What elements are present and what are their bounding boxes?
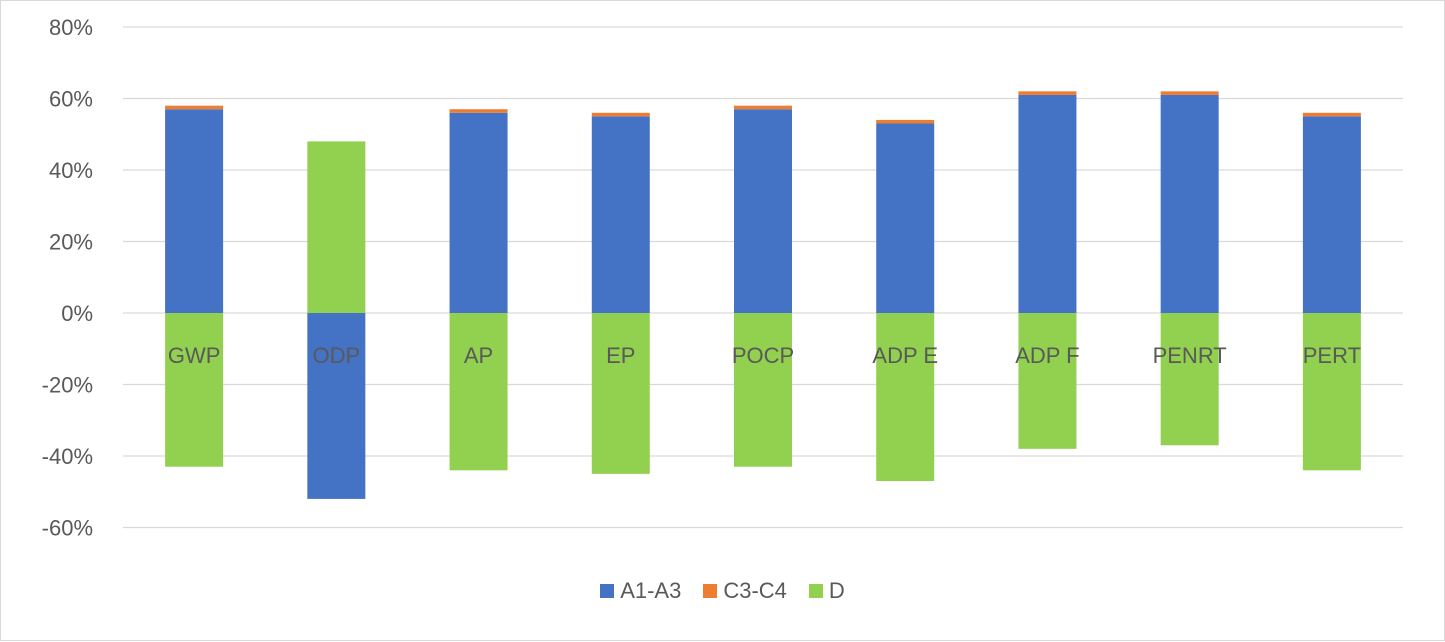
bar-c3-c4-adp-f — [1018, 91, 1077, 95]
legend-swatch — [600, 584, 615, 598]
legend-item: A1-A3 — [600, 578, 681, 604]
bar-d-odp — [307, 141, 366, 313]
legend-swatch — [703, 584, 718, 598]
x-category-label: PENRT — [1153, 343, 1227, 368]
bar-a1-a3-penrt — [1160, 94, 1219, 313]
y-tick-label: 40% — [49, 158, 93, 183]
bars — [165, 91, 1361, 499]
bar-d-pocp — [734, 313, 792, 467]
legend-label: A1-A3 — [620, 578, 682, 603]
bar-c3-c4-ap — [449, 109, 508, 113]
bar-c3-c4-adp-e — [876, 119, 935, 124]
bar-a1-a3-ap — [449, 112, 508, 313]
bar-d-pert — [1302, 313, 1361, 471]
legend-swatch — [808, 584, 823, 598]
legend-item: D — [808, 578, 845, 604]
legend-label: D — [828, 578, 845, 603]
y-tick-label: 80% — [49, 15, 93, 40]
y-axis-tick-labels: 80% 60% 40% 20% 0% -20% -40% -60% — [42, 15, 93, 541]
bar-a1-a3-ep — [591, 116, 650, 313]
y-tick-label: 20% — [49, 230, 93, 255]
bar-d-adp-f — [1018, 313, 1077, 449]
bar-a1-a3-gwp — [165, 109, 224, 313]
bar-c3-c4-penrt — [1160, 91, 1219, 95]
bar-a1-a3-odp — [307, 313, 366, 499]
bar-a1-a3-adp-f — [1018, 94, 1077, 313]
x-category-label: ADP E — [872, 343, 938, 368]
x-axis-category-labels: GWP ODP AP EP POCP ADP E ADP F PENRT PERT — [168, 343, 1361, 368]
bar-d-adp-e — [876, 313, 935, 482]
bar-c3-c4-gwp — [165, 105, 224, 110]
y-tick-label: -40% — [42, 444, 93, 469]
x-category-label: ADP F — [1015, 343, 1079, 368]
legend-label: C3-C4 — [723, 578, 787, 603]
bar-a1-a3-pert — [1302, 116, 1361, 313]
y-tick-label: 60% — [49, 87, 93, 112]
y-tick-label: -20% — [42, 373, 93, 398]
y-tick-label: -60% — [42, 516, 93, 541]
x-category-label: GWP — [168, 343, 221, 368]
bar-c3-c4-pocp — [734, 105, 792, 110]
legend-item: C3-C4 — [703, 578, 787, 604]
y-tick-label: 0% — [61, 301, 93, 326]
bar-c3-c4-pert — [1302, 112, 1361, 117]
bar-a1-a3-pocp — [734, 109, 792, 313]
bar-d-ap — [449, 313, 508, 471]
x-category-label: AP — [464, 343, 493, 368]
x-category-label: PERT — [1303, 343, 1361, 368]
bar-a1-a3-adp-e — [876, 123, 935, 314]
bar-c3-c4-ep — [591, 112, 650, 117]
bar-d-penrt — [1160, 313, 1219, 446]
bar-d-ep — [591, 313, 650, 474]
legend: A1-A3 C3-C4 D — [0, 578, 1445, 604]
bar-d-gwp — [165, 313, 224, 467]
x-category-label: POCP — [732, 343, 794, 368]
x-category-label: EP — [606, 343, 635, 368]
x-category-label: ODP — [312, 343, 360, 368]
